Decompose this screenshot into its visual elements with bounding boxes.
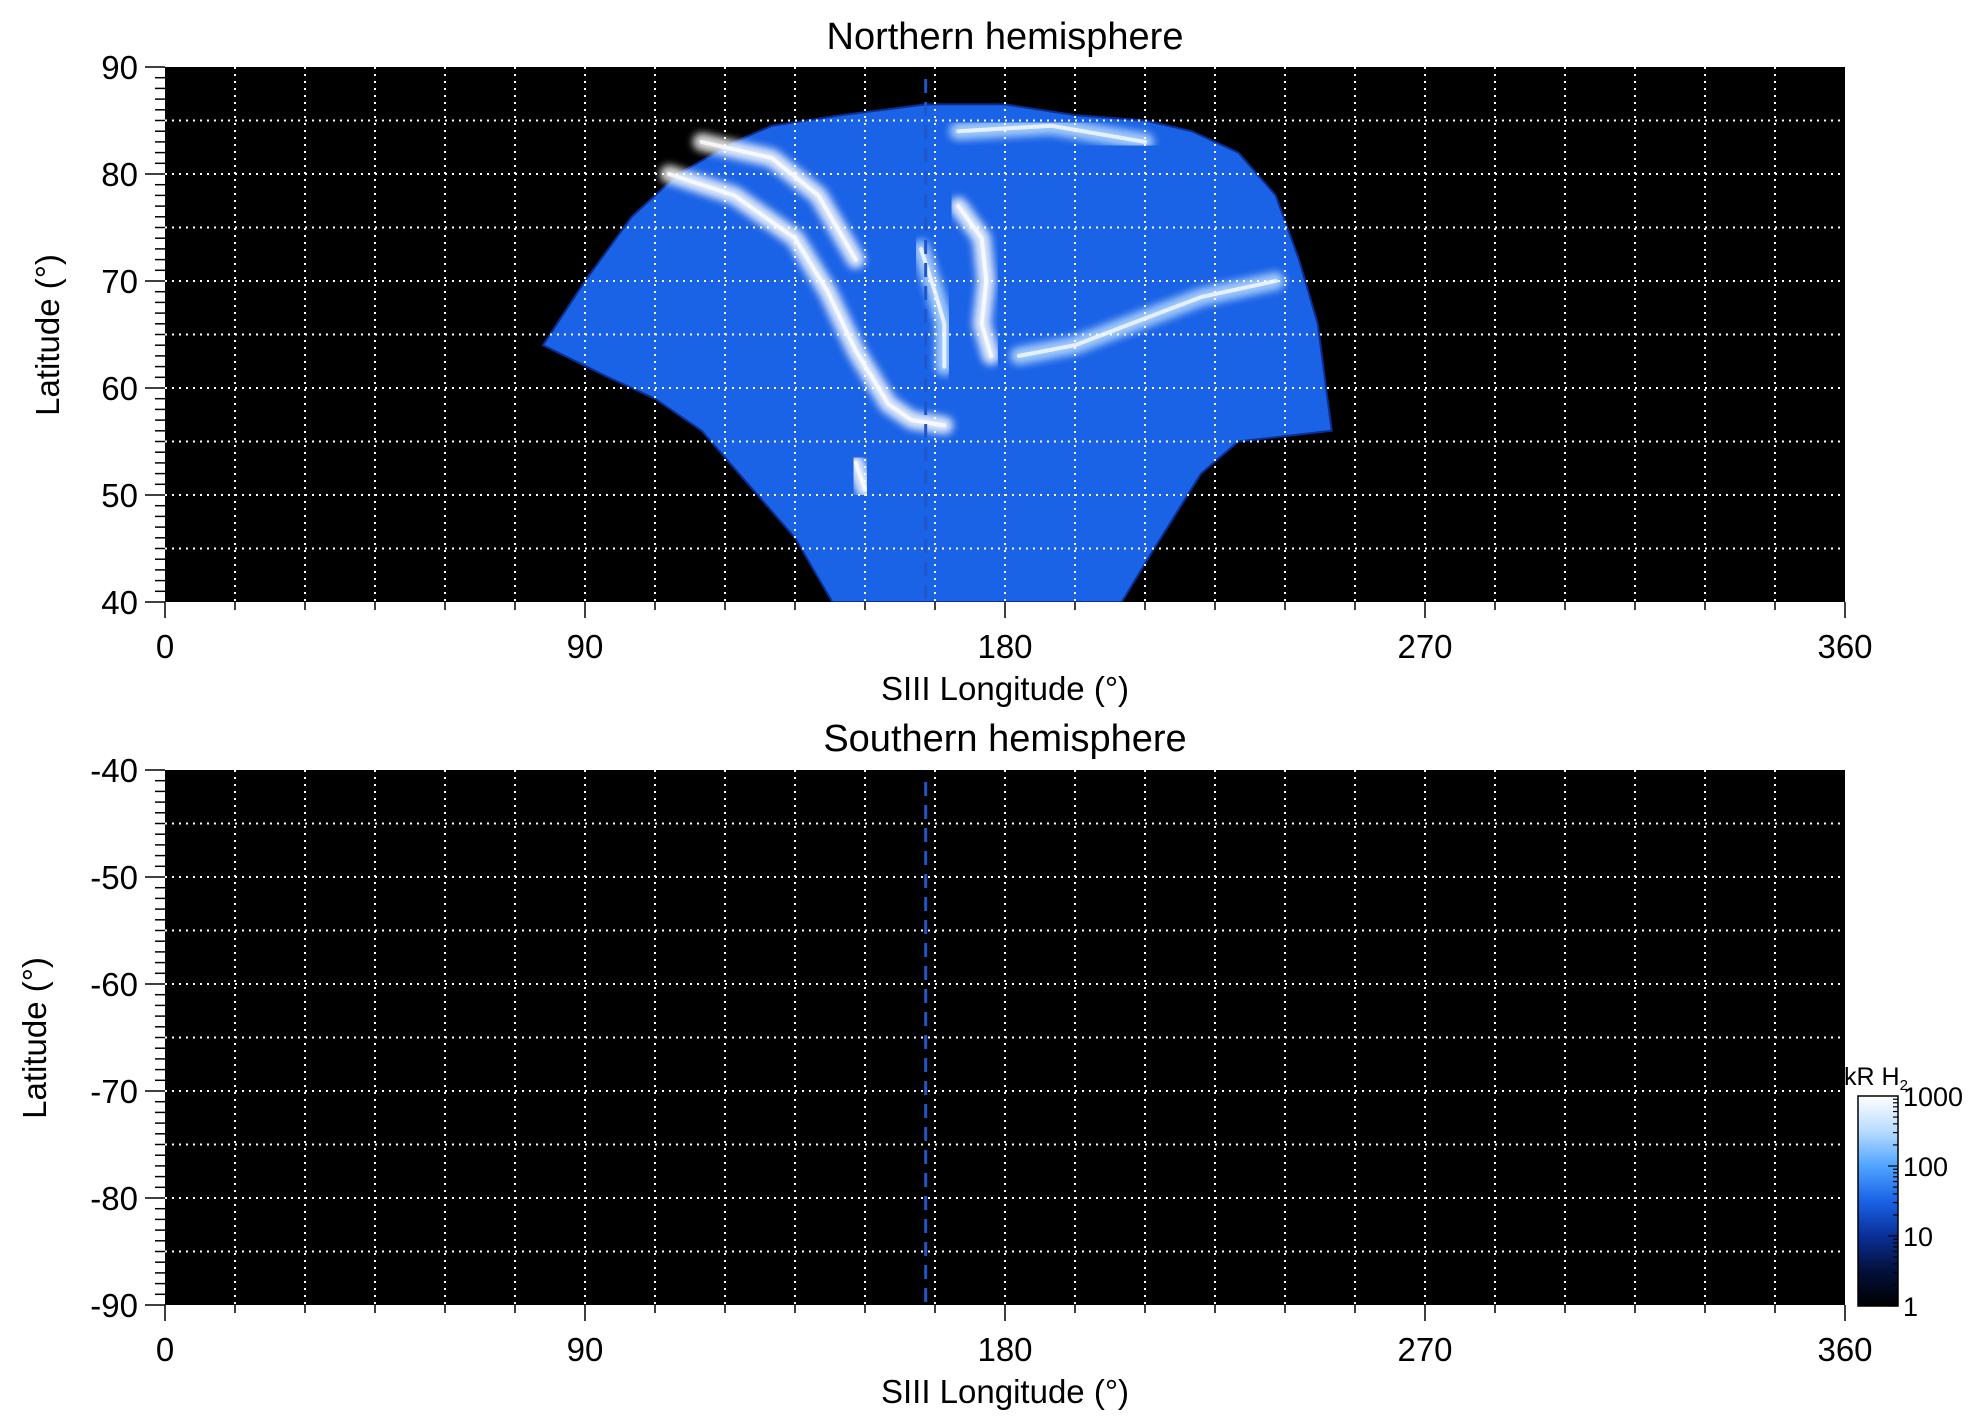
northern-x-axis-label: SIII Longitude (°) (881, 670, 1129, 707)
colorbar-tick-label: 1 (1903, 1292, 1918, 1322)
x-tick-label: 0 (156, 628, 174, 665)
y-tick-label: 80 (101, 156, 138, 193)
bright-feature-core-6 (956, 123, 1147, 144)
northern-y-axis-label: Latitude (°) (29, 254, 66, 416)
northern-hemisphere-panel: Northern hemisphere 40 50 60 70 80 90 0 90 180 2… (29, 16, 1873, 707)
colorbar-tick-label: 1000 (1903, 1082, 1963, 1112)
x-tick-label: 180 (977, 628, 1032, 665)
southern-panel-title: Southern hemisphere (823, 718, 1186, 760)
colorbar-label-subscript: 2 (1900, 1077, 1908, 1094)
southern-x-axis: 0 90 180 270 360 (156, 1305, 1873, 1368)
southern-y-axis: -40 -50 -60 -70 -80 -90 (90, 752, 165, 1324)
y-tick-label: -70 (90, 1073, 138, 1110)
colorbar-ticks: 1 10 100 1000 (1888, 1082, 1963, 1322)
bright-feature-core-4 (1017, 279, 1278, 358)
colorbar-label: kR H2 (1844, 1063, 1908, 1094)
y-tick-label: -80 (90, 1180, 138, 1217)
southern-hemisphere-panel: Southern hemisphere -40 -50 -60 -70 -80 -90 0… (16, 718, 1873, 1410)
x-tick-label: 90 (567, 628, 604, 665)
y-tick-label: -60 (90, 966, 138, 1003)
x-tick-label: 270 (1397, 628, 1452, 665)
x-tick-label: 90 (567, 1331, 604, 1368)
y-tick-label: -50 (90, 859, 138, 896)
y-tick-label: -90 (90, 1287, 138, 1324)
y-tick-label: 60 (101, 370, 138, 407)
colorbar-label-main: kR H (1844, 1063, 1900, 1091)
y-tick-label: 40 (101, 584, 138, 621)
southern-y-axis-label: Latitude (°) (16, 957, 53, 1119)
colorbar-tick-label: 100 (1903, 1152, 1948, 1182)
southern-grid (165, 770, 1845, 1305)
bright-feature-core-5 (853, 460, 867, 492)
southern-x-axis-label: SIII Longitude (°) (881, 1373, 1129, 1410)
x-tick-label: 270 (1397, 1331, 1452, 1368)
northern-grid (165, 67, 1845, 602)
colorbar: kR H2 1 10 100 1000 (1844, 1063, 1963, 1322)
y-tick-label: 90 (101, 49, 138, 86)
northern-panel-title: Northern hemisphere (827, 16, 1184, 58)
colorbar-tick-label: 10 (1903, 1222, 1933, 1252)
y-tick-label: 70 (101, 263, 138, 300)
colorbar-gradient (1857, 1095, 1899, 1307)
x-tick-label: 0 (156, 1331, 174, 1368)
y-tick-label: -40 (90, 752, 138, 789)
x-tick-label: 360 (1817, 628, 1872, 665)
northern-y-axis: 40 50 60 70 80 90 (101, 49, 165, 621)
northern-auroral-emission (541, 103, 1333, 602)
x-tick-label: 180 (977, 1331, 1032, 1368)
y-tick-label: 50 (101, 477, 138, 514)
x-tick-label: 360 (1817, 1331, 1872, 1368)
bright-feature-core-3 (919, 246, 947, 369)
northern-x-axis: 0 90 180 270 360 (156, 602, 1873, 665)
bright-feature-core-0 (667, 172, 947, 428)
